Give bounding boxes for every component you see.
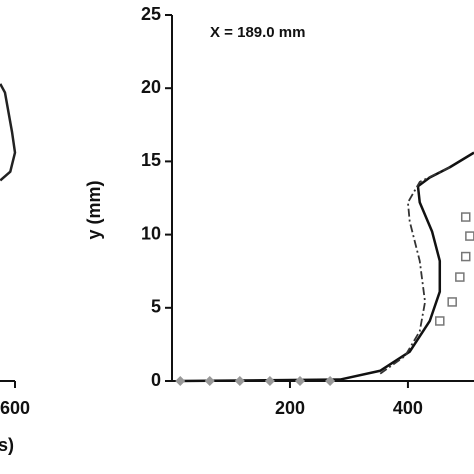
diamond-marker bbox=[264, 375, 275, 387]
data-line bbox=[379, 166, 451, 375]
annotation: X = 189.0 mm bbox=[210, 24, 305, 41]
data-line bbox=[0, 83, 17, 182]
y-tick-label: 25 bbox=[141, 4, 161, 24]
square-marker bbox=[435, 316, 445, 326]
y-axis-label: y (mm) bbox=[84, 180, 104, 239]
y-tick-label: 15 bbox=[141, 150, 161, 170]
square-marker bbox=[447, 297, 457, 307]
y-tick-label: 20 bbox=[141, 77, 161, 97]
y-tick-label: 5 bbox=[151, 297, 161, 317]
y-tick-label: 0 bbox=[151, 370, 161, 390]
x-tick-label: 400 bbox=[393, 398, 423, 418]
y-tick-label: 10 bbox=[141, 223, 161, 243]
x-tick-label: 600 bbox=[0, 398, 30, 418]
square-marker bbox=[455, 272, 465, 282]
x-axis-label: s) bbox=[0, 435, 14, 455]
diamond-marker bbox=[175, 375, 186, 387]
diamond-marker bbox=[294, 375, 306, 387]
x-tick-label: 200 bbox=[275, 398, 305, 418]
diamond-marker bbox=[325, 375, 336, 387]
data-line bbox=[180, 151, 474, 383]
diamond-marker bbox=[234, 375, 245, 387]
square-marker bbox=[460, 212, 471, 222]
square-marker bbox=[465, 231, 474, 241]
square-marker bbox=[460, 251, 471, 262]
diamond-marker bbox=[204, 375, 215, 387]
